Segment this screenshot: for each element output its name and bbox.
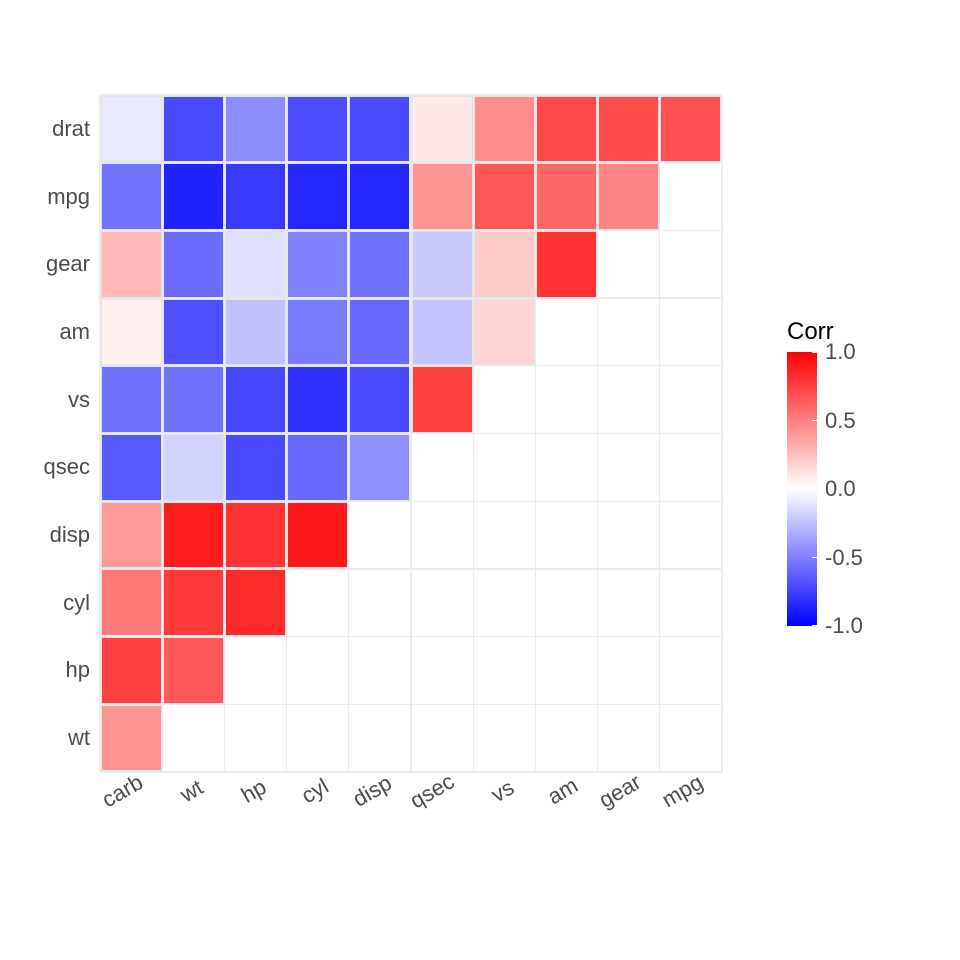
heatmap-cell bbox=[474, 163, 535, 230]
heatmap-cell bbox=[598, 163, 659, 230]
heatmap-cell bbox=[101, 366, 162, 433]
y-axis-label: hp bbox=[66, 657, 90, 683]
heatmap-cell bbox=[225, 366, 286, 433]
x-axis-label: wt bbox=[176, 775, 208, 809]
heatmap-cell bbox=[101, 299, 162, 366]
heatmap-cell bbox=[163, 163, 224, 230]
heatmap-cell bbox=[163, 96, 224, 163]
y-axis-label: qsec bbox=[44, 454, 90, 480]
heatmap-cell bbox=[349, 96, 410, 163]
heatmap-cell bbox=[163, 434, 224, 501]
heatmap-cell bbox=[101, 569, 162, 636]
y-axis-label: gear bbox=[46, 251, 90, 277]
heatmap-cell bbox=[287, 96, 348, 163]
legend-tick bbox=[812, 488, 817, 489]
legend-tick-label: -1.0 bbox=[825, 613, 863, 639]
plot-area bbox=[100, 95, 722, 772]
heatmap-cell bbox=[225, 231, 286, 298]
heatmap-cell bbox=[163, 502, 224, 569]
y-axis-label: mpg bbox=[47, 184, 90, 210]
y-axis-label: am bbox=[59, 319, 90, 345]
heatmap-cell bbox=[101, 231, 162, 298]
x-axis-label: gear bbox=[594, 769, 645, 814]
legend-tick bbox=[812, 625, 817, 626]
y-axis-label: disp bbox=[50, 522, 90, 548]
heatmap-cell bbox=[225, 569, 286, 636]
heatmap-cell bbox=[412, 299, 473, 366]
heatmap-cell bbox=[287, 434, 348, 501]
heatmap-cell bbox=[349, 366, 410, 433]
heatmap-cell bbox=[101, 96, 162, 163]
heatmap-cell bbox=[101, 705, 162, 772]
heatmap-cell bbox=[349, 434, 410, 501]
y-axis-label: drat bbox=[52, 116, 90, 142]
heatmap-cell bbox=[474, 299, 535, 366]
heatmap-cell bbox=[287, 299, 348, 366]
heatmap-cell bbox=[536, 96, 597, 163]
heatmap-cell bbox=[163, 637, 224, 704]
y-axis: drat mpg gear am vs qsec disp cyl hp wt bbox=[0, 95, 90, 772]
heatmap-cell bbox=[163, 366, 224, 433]
heatmap-cell bbox=[287, 366, 348, 433]
heatmap-cell bbox=[225, 434, 286, 501]
legend-tick-label: 0.5 bbox=[825, 408, 856, 434]
y-axis-label: wt bbox=[68, 725, 90, 751]
x-axis-label: hp bbox=[236, 774, 270, 809]
x-axis-label: vs bbox=[487, 775, 519, 809]
x-axis-label: qsec bbox=[406, 768, 459, 814]
heatmap-cell bbox=[287, 163, 348, 230]
heatmap-cell bbox=[163, 299, 224, 366]
grid-line-v bbox=[721, 95, 722, 772]
heatmap-cell bbox=[101, 163, 162, 230]
legend-tick-label: -0.5 bbox=[825, 545, 863, 571]
heatmap-cell bbox=[101, 502, 162, 569]
x-axis-label: mpg bbox=[657, 769, 707, 813]
heatmap-cell bbox=[660, 96, 721, 163]
heatmap-cell bbox=[163, 231, 224, 298]
x-axis: carbwthpcyldispqsecvsamgearmpg bbox=[100, 780, 722, 860]
heatmap-cell bbox=[412, 231, 473, 298]
chart-container: dratmpggearamvsqsecdispcylhpwt carbwthpc… bbox=[0, 0, 960, 960]
x-axis-label: disp bbox=[348, 770, 396, 813]
heatmap-cell bbox=[225, 299, 286, 366]
heatmap-cell bbox=[349, 299, 410, 366]
heatmap-cell bbox=[225, 502, 286, 569]
legend-tick bbox=[812, 420, 817, 421]
heatmap-cell bbox=[412, 96, 473, 163]
x-axis-label: am bbox=[543, 772, 582, 810]
heatmap-cell bbox=[412, 163, 473, 230]
heatmap-cell bbox=[536, 231, 597, 298]
y-axis-label: cyl bbox=[63, 590, 90, 616]
heatmap-cell bbox=[101, 434, 162, 501]
heatmap-cell bbox=[287, 502, 348, 569]
x-axis-label: cyl bbox=[297, 773, 333, 809]
heatmap-cell bbox=[474, 231, 535, 298]
heatmap-cell bbox=[225, 163, 286, 230]
heatmap-cell bbox=[163, 569, 224, 636]
heatmap-cell bbox=[598, 96, 659, 163]
legend-tick bbox=[812, 557, 817, 558]
heatmap-cell bbox=[536, 163, 597, 230]
grid-line-v bbox=[659, 95, 660, 772]
heatmap-cell bbox=[349, 231, 410, 298]
legend-tick-label: 0.0 bbox=[825, 476, 856, 502]
legend-tick bbox=[812, 351, 817, 352]
x-axis-label: carb bbox=[98, 769, 148, 813]
heatmap-cell bbox=[474, 96, 535, 163]
heatmap-cell bbox=[287, 231, 348, 298]
y-axis-label: vs bbox=[68, 387, 90, 413]
heatmap-cell bbox=[349, 163, 410, 230]
heatmap-cell bbox=[101, 637, 162, 704]
heatmap-cell bbox=[412, 366, 473, 433]
heatmap-cell bbox=[225, 96, 286, 163]
legend-tick-label: 1.0 bbox=[825, 339, 856, 365]
